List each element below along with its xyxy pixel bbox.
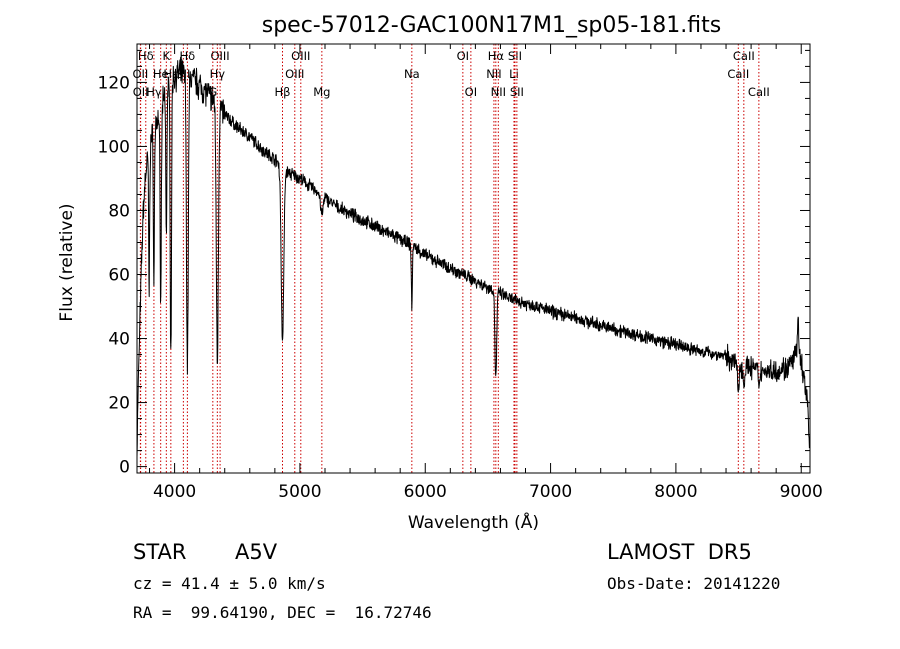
line-label-1: OII — [132, 67, 148, 81]
line-label-3: Hγ — [146, 85, 162, 99]
x-tick-label-0: 4000 — [153, 482, 196, 502]
line-label-5: He — [153, 67, 169, 81]
line-label-24: SII — [510, 85, 524, 99]
line-label-4: K — [163, 49, 171, 63]
y-tick-label-4: 80 — [108, 201, 130, 221]
obs-date: Obs-Date: 20141220 — [607, 574, 781, 593]
coordinates-readout: RA = 99.64190, DEC = 16.72746 — [133, 603, 432, 622]
line-label-19: NII — [486, 67, 501, 81]
x-axis-label: Wavelength (Å) — [408, 511, 539, 533]
y-tick-label-1: 20 — [108, 394, 130, 414]
line-label-15: Mg — [313, 85, 330, 99]
line-label-18: OI — [465, 85, 477, 99]
plot-frame — [136, 43, 811, 474]
y-tick-label-5: 100 — [98, 137, 130, 157]
survey-label: LAMOST DR5 — [607, 540, 752, 564]
x-tick-label-1: 5000 — [278, 482, 321, 502]
line-label-10: Hγ — [210, 67, 226, 81]
redshift-readout: cz = 41.4 ± 5.0 km/s — [133, 574, 326, 593]
line-label-23: SII — [508, 49, 522, 63]
line-label-16: Na — [404, 67, 420, 81]
line-label-22: Li — [509, 67, 519, 81]
line-label-26: CaII — [733, 49, 755, 63]
line-label-11: G — [208, 85, 217, 99]
line-label-17: OI — [457, 49, 469, 63]
x-tick-label-3: 7000 — [529, 482, 572, 502]
spectrum-line — [136, 56, 810, 458]
line-label-27: CaII — [748, 85, 770, 99]
line-label-25: CaII — [727, 67, 749, 81]
chart-title: spec-57012-GAC100N17M1_sp05-181.fits — [262, 13, 722, 38]
object-class: STAR — [133, 540, 187, 564]
y-axis: 0 20 40 60 80 100 120 — [98, 49, 810, 478]
y-tick-label-6: 120 — [98, 73, 130, 93]
line-label-13: OIII — [285, 67, 304, 81]
y-tick-label-2: 40 — [108, 330, 130, 350]
x-axis: 4000 5000 6000 7000 8000 9000 — [149, 44, 823, 502]
x-tick-label-5: 9000 — [780, 482, 823, 502]
x-tick-label-4: 8000 — [654, 482, 697, 502]
y-axis-label: Flux (relative) — [57, 203, 77, 321]
line-label-9: OIII — [210, 49, 229, 63]
x-tick-label-2: 6000 — [404, 482, 447, 502]
y-tick-label-3: 60 — [108, 266, 130, 286]
y-tick-label-0: 0 — [119, 458, 130, 478]
line-label-20: Hα — [488, 49, 505, 63]
line-label-21: NII — [491, 85, 506, 99]
line-label-12: Hβ — [275, 85, 291, 99]
line-label-8: Hδ — [180, 49, 196, 63]
line-label-0: Hδ — [138, 49, 154, 63]
line-label-14: OIII — [291, 49, 310, 63]
object-subclass: A5V — [235, 540, 278, 564]
